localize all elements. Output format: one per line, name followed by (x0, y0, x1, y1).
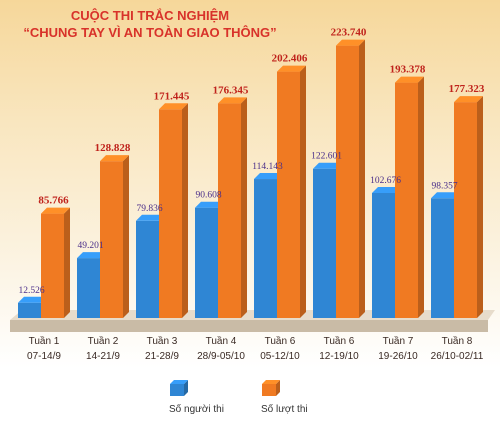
blue-value-label: 98.357 (431, 181, 457, 191)
legend: Số người thi Số lượt thi (169, 380, 308, 415)
category-date-label: 28/9-05/10 (197, 351, 245, 362)
category-label: Tuần 3 (147, 335, 178, 347)
category-label: Tuần 8 (442, 335, 473, 347)
category-label: Tuần 7 (383, 335, 414, 347)
category-label: Tuần 6 (265, 335, 296, 347)
legend-swatch (170, 380, 188, 396)
category-date-label: 19-26/10 (378, 351, 418, 362)
blue-value-label: 122.601 (311, 152, 342, 162)
chart-title: CUỘC THI TRẮC NGHIỆM “CHUNG TAY VÌ AN TO… (0, 8, 300, 40)
category-label: Tuần 6 (324, 335, 355, 347)
orange-value-label: 171.445 (154, 90, 190, 102)
category-labels-layer: Tuần 1 07-14/9 Tuần 2 14-21/9 Tuần 3 21-28/9 T… (27, 335, 484, 362)
orange-bar (395, 76, 424, 318)
orange-value-label: 177.323 (449, 83, 485, 95)
category-label: Tuần 2 (88, 335, 119, 347)
category-date-label: 05-12/10 (260, 351, 300, 362)
orange-value-label: 193.378 (390, 64, 426, 76)
legend-swatch (262, 380, 280, 396)
blue-value-label: 114.143 (252, 162, 283, 172)
orange-bar (336, 39, 365, 318)
category-label: Tuần 1 (29, 335, 60, 347)
legend-label: Số người thi (169, 403, 224, 415)
blue-value-label: 12.526 (18, 286, 44, 296)
category-date-label: 26/10-02/11 (431, 351, 484, 362)
orange-value-label: 128.828 (95, 142, 131, 154)
bars-layer (18, 39, 483, 319)
orange-bar (159, 103, 188, 318)
orange-value-label: 202.406 (272, 53, 308, 65)
floor-front (10, 320, 488, 332)
blue-value-label: 79.836 (136, 204, 162, 214)
orange-bar (218, 97, 247, 319)
category-date-label: 12-19/10 (319, 351, 359, 362)
orange-value-label: 223.740 (331, 27, 367, 39)
title-line-1: CUỘC THI TRẮC NGHIỆM (70, 8, 230, 23)
orange-value-label: 85.766 (38, 195, 69, 207)
value-labels-layer: 12.526 85.766 49.201 128.828 79.836 171.445 90… (18, 27, 484, 296)
category-date-label: 14-21/9 (86, 351, 120, 362)
title-line-2: “CHUNG TAY VÌ AN TOÀN GIAO THÔNG” (23, 25, 277, 40)
blue-value-label: 49.201 (77, 241, 103, 251)
blue-value-label: 102.676 (370, 176, 401, 186)
orange-value-label: 176.345 (213, 84, 249, 96)
category-date-label: 07-14/9 (27, 351, 61, 362)
orange-bar (41, 207, 70, 318)
category-date-label: 21-28/9 (145, 351, 179, 362)
orange-bar (454, 96, 483, 318)
category-label: Tuần 4 (206, 335, 237, 347)
orange-bar (100, 155, 129, 318)
legend-label: Số lượt thi (261, 403, 308, 415)
orange-bar (277, 65, 306, 318)
blue-value-label: 90.608 (195, 191, 221, 201)
